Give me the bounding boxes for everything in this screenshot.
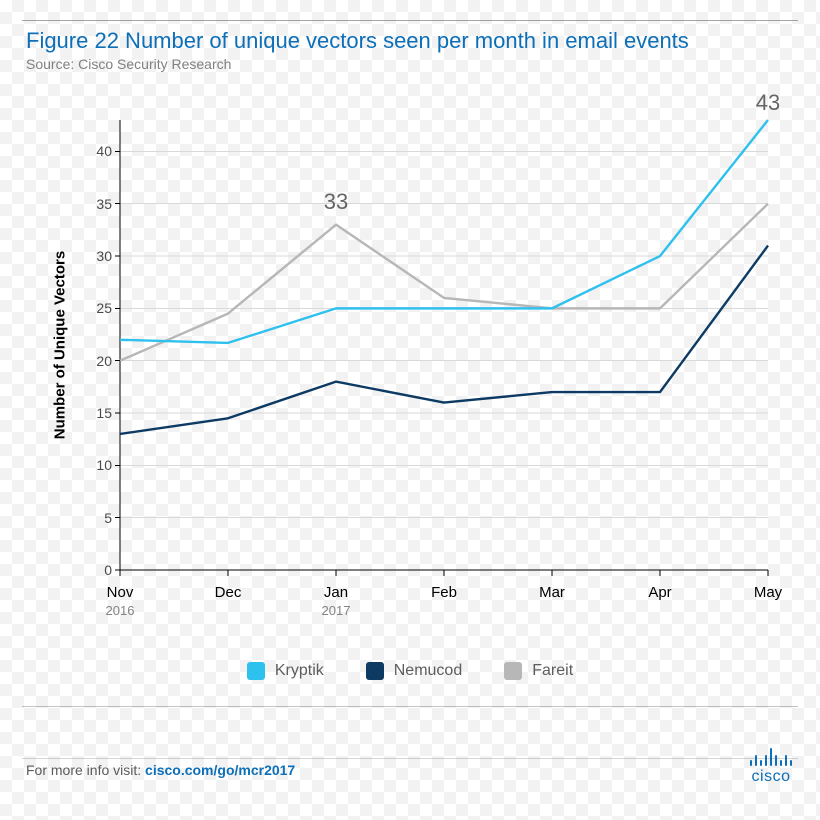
legend-item-fareit: Fareit bbox=[504, 662, 573, 680]
x-tick-label: Nov 2016 bbox=[106, 570, 135, 618]
legend-swatch bbox=[504, 662, 522, 680]
legend-label: Kryptik bbox=[275, 662, 324, 680]
legend-swatch bbox=[366, 662, 384, 680]
x-tick-label: Apr bbox=[648, 570, 671, 601]
footer-rule-2 bbox=[22, 758, 798, 759]
x-tick-label: Mar bbox=[539, 570, 565, 601]
annotation: 43 bbox=[756, 90, 780, 116]
figure-title: Figure 22 Number of unique vectors seen … bbox=[26, 28, 689, 54]
x-tick-month: Nov bbox=[107, 584, 134, 601]
x-tick-month: May bbox=[754, 584, 782, 601]
cisco-word: cisco bbox=[750, 768, 792, 786]
y-tick-label: 30 bbox=[96, 248, 120, 264]
x-tick-month: Apr bbox=[648, 584, 671, 601]
y-axis-title: Number of Unique Vectors bbox=[52, 251, 69, 439]
footer-rule-1 bbox=[22, 706, 798, 707]
annotation: 33 bbox=[324, 189, 348, 215]
series-fareit bbox=[120, 204, 768, 361]
title-rule bbox=[22, 20, 798, 21]
y-tick-label: 15 bbox=[96, 405, 120, 421]
y-tick-label: 10 bbox=[96, 457, 120, 473]
y-tick-label: 35 bbox=[96, 196, 120, 212]
x-tick-month: Mar bbox=[539, 584, 565, 601]
x-tick-month: Feb bbox=[431, 584, 457, 601]
x-tick-label: Dec bbox=[215, 570, 242, 601]
footer-link[interactable]: cisco.com/go/mcr2017 bbox=[145, 762, 295, 778]
x-tick-year: 2016 bbox=[106, 603, 135, 618]
line-chart: 0510152025303540Nov2016DecJan2017FebMarA… bbox=[120, 120, 768, 570]
x-tick-label: Feb bbox=[431, 570, 457, 601]
legend: Kryptik Nemucod Fareit bbox=[0, 662, 820, 680]
legend-item-nemucod: Nemucod bbox=[366, 662, 462, 680]
y-tick-label: 20 bbox=[96, 353, 120, 369]
legend-label: Nemucod bbox=[394, 662, 462, 680]
legend-swatch bbox=[247, 662, 265, 680]
y-tick-label: 5 bbox=[104, 510, 120, 526]
x-tick-label: Jan 2017 bbox=[322, 570, 351, 618]
chart-svg bbox=[120, 120, 768, 570]
series-nemucod bbox=[120, 246, 768, 434]
legend-label: Fareit bbox=[532, 662, 573, 680]
x-tick-label: May bbox=[754, 570, 782, 601]
footer-text: For more info visit: cisco.com/go/mcr201… bbox=[26, 762, 295, 778]
series-kryptik bbox=[120, 120, 768, 343]
x-tick-month: Dec bbox=[215, 584, 242, 601]
cisco-bars-icon bbox=[750, 744, 792, 766]
x-tick-month: Jan bbox=[324, 584, 348, 601]
y-tick-label: 25 bbox=[96, 300, 120, 316]
figure-source: Source: Cisco Security Research bbox=[26, 56, 231, 72]
legend-item-kryptik: Kryptik bbox=[247, 662, 324, 680]
footer-prefix: For more info visit: bbox=[26, 762, 145, 778]
y-tick-label: 40 bbox=[96, 143, 120, 159]
x-tick-year: 2017 bbox=[322, 603, 351, 618]
cisco-logo: cisco bbox=[750, 744, 792, 786]
